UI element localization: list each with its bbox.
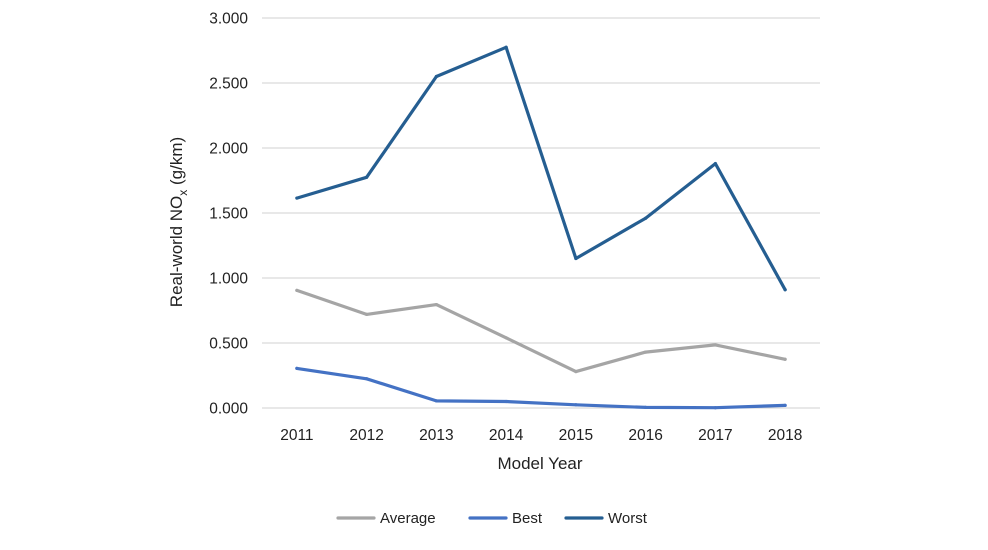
x-tick-label: 2014 bbox=[489, 427, 524, 444]
data-point-worst bbox=[574, 256, 578, 261]
y-tick-label: 2.500 bbox=[209, 76, 248, 93]
series-line-average bbox=[295, 288, 787, 374]
x-tick-label: 2018 bbox=[768, 427, 802, 444]
data-point-worst bbox=[504, 45, 508, 49]
data-point-best bbox=[365, 377, 369, 381]
data-point-best bbox=[783, 403, 787, 407]
x-tick-label: 2016 bbox=[628, 427, 662, 444]
data-point-worst bbox=[295, 196, 299, 200]
y-axis-title: Real-world NOx (g/km) bbox=[167, 137, 190, 307]
data-point-best bbox=[644, 405, 648, 409]
series-line-worst bbox=[295, 45, 787, 292]
x-tick-label: 2011 bbox=[280, 427, 313, 444]
data-point-worst bbox=[783, 288, 787, 292]
x-tick-label: 2017 bbox=[698, 427, 732, 444]
y-axis-title-subscript: x bbox=[176, 190, 190, 196]
y-axis-ticks: 0.000 0.500 1.000 1.500 2.000 2.500 3.000 bbox=[209, 11, 248, 418]
data-point-worst bbox=[713, 162, 717, 166]
data-point-best bbox=[504, 399, 508, 404]
data-point-worst bbox=[644, 216, 648, 220]
y-tick-label: 1.500 bbox=[209, 206, 248, 223]
y-tick-label: 1.000 bbox=[209, 271, 248, 288]
data-point-best bbox=[295, 366, 299, 370]
data-point-average bbox=[365, 312, 369, 316]
x-tick-label: 2012 bbox=[349, 427, 383, 444]
data-point-worst bbox=[434, 74, 438, 79]
legend-label-average: Average bbox=[380, 510, 436, 527]
y-tick-label: 0.500 bbox=[209, 336, 248, 353]
legend-label-best: Best bbox=[512, 510, 543, 527]
legend-label-worst: Worst bbox=[608, 510, 648, 527]
data-point-average bbox=[783, 357, 787, 361]
legend: Average Best Worst bbox=[336, 510, 648, 527]
data-point-best bbox=[574, 403, 578, 407]
data-point-average bbox=[504, 336, 508, 340]
data-point-average bbox=[713, 343, 717, 347]
series-line-best bbox=[295, 366, 787, 410]
y-axis-title-unit: (g/km) bbox=[167, 137, 186, 190]
y-tick-label: 3.000 bbox=[209, 11, 248, 28]
data-point-worst bbox=[365, 175, 369, 179]
data-point-best bbox=[713, 406, 717, 410]
data-point-average bbox=[295, 288, 299, 292]
x-tick-label: 2015 bbox=[559, 427, 593, 444]
data-point-best bbox=[434, 399, 438, 403]
y-tick-label: 0.000 bbox=[209, 401, 248, 418]
y-axis-title-main: Real-world NO bbox=[167, 196, 186, 307]
y-tick-label: 2.000 bbox=[209, 141, 248, 158]
data-point-average bbox=[574, 370, 578, 374]
x-tick-label: 2013 bbox=[419, 427, 453, 444]
x-axis-ticks: 2011 2012 2013 2014 2015 2016 2017 2018 bbox=[280, 427, 802, 444]
x-axis-title: Model Year bbox=[497, 454, 582, 473]
data-point-average bbox=[644, 350, 648, 354]
data-point-average bbox=[434, 303, 438, 307]
series-lines bbox=[295, 45, 787, 410]
